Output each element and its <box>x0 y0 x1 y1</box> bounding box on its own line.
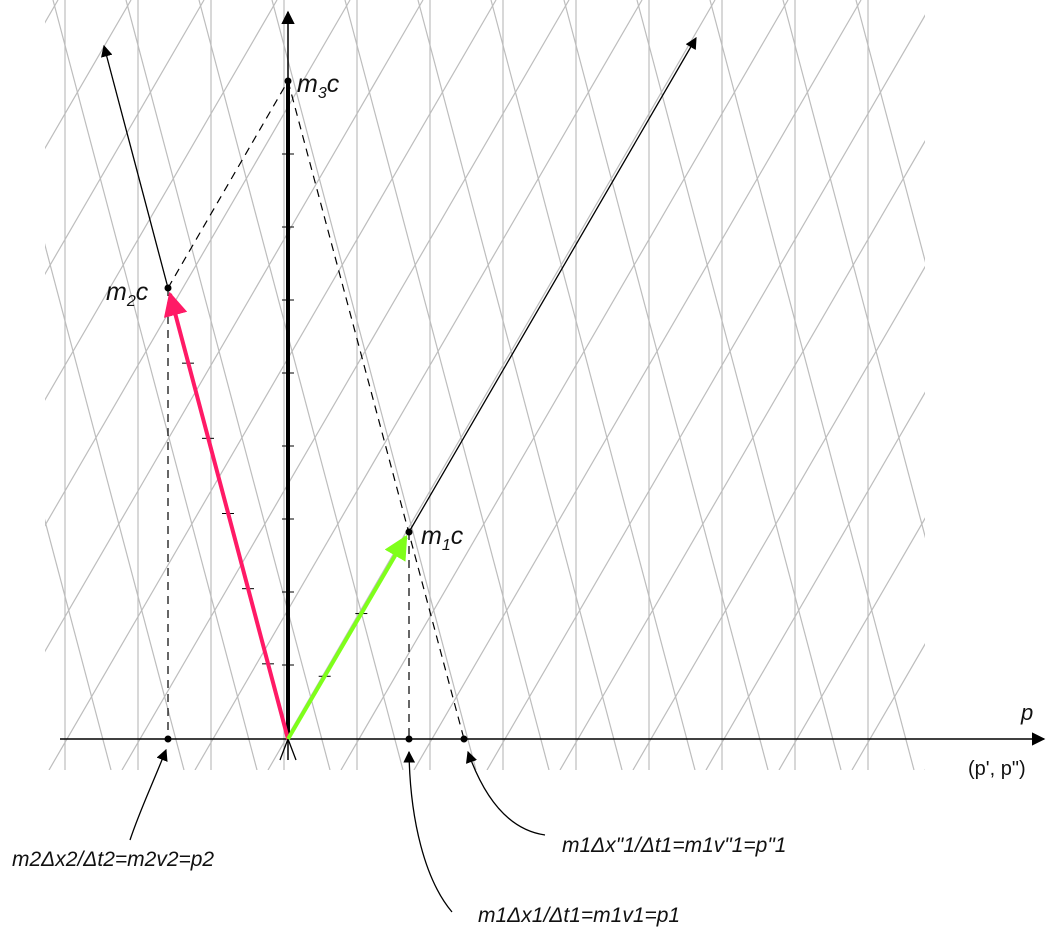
grid-oblique-line <box>198 0 404 770</box>
dashed-m3-to-p1dd <box>287 80 465 740</box>
grid-oblique-line <box>924 768 925 770</box>
grid-oblique-line <box>52 0 258 770</box>
grid-oblique-line <box>1002 0 1060 770</box>
label-m1c: m1c <box>421 522 464 554</box>
m1-vector <box>286 534 408 741</box>
label-m3c: m3c <box>297 70 340 102</box>
grid-oblique-line <box>413 0 862 770</box>
label-m2c: m2c <box>106 278 149 310</box>
construction-lines <box>167 80 465 740</box>
grid-oblique-line <box>998 0 1060 770</box>
grid-oblique-line <box>271 0 477 770</box>
grid-oblique-line <box>705 391 925 770</box>
grid-oblique-line <box>782 0 925 539</box>
m2-worldline <box>101 44 169 289</box>
grid-oblique-line <box>45 518 112 770</box>
grid-oblique-line <box>559 140 925 770</box>
grid-oblique-line <box>632 265 925 770</box>
grid-oblique-line <box>0 0 38 770</box>
grid-oblique-line <box>344 0 550 770</box>
points <box>164 77 468 743</box>
m2-vector <box>163 291 290 740</box>
callout-arrows <box>129 748 546 913</box>
point-m3c <box>284 77 292 85</box>
grid-oblique-line <box>636 0 842 770</box>
point-m2c <box>164 284 172 292</box>
grid-oblique-line <box>855 0 925 263</box>
point-p2 <box>164 735 172 743</box>
grid-oblique-line <box>45 0 205 276</box>
grid-oblique-line <box>121 0 570 770</box>
grid-oblique-line <box>563 0 769 770</box>
grid-oblique-line <box>45 243 185 770</box>
callout-p1 <box>403 750 453 913</box>
grid-oblique-line <box>778 517 925 770</box>
annotation-p1-double-prime: m1Δx"1/Δt1=m1v"1=p"1 <box>562 834 786 857</box>
point-p1 <box>405 735 413 743</box>
grid-oblique-line <box>929 0 1060 770</box>
annotation-p2: m2Δx2/Δt2=m2v2=p2 <box>12 848 214 871</box>
grid-oblique-line <box>45 0 351 527</box>
grid-oblique-line <box>45 0 59 24</box>
p-axis-label: p <box>1020 700 1033 725</box>
callout-p2 <box>129 748 168 841</box>
grid-oblique-line <box>417 0 623 770</box>
background-grid <box>0 0 1060 770</box>
callout-p1dd <box>466 750 546 836</box>
grid-oblique-line <box>48 0 497 770</box>
grid-oblique-line <box>267 0 716 770</box>
annotation-p1: m1Δx1/Δt1=m1v1=p1 <box>478 904 680 927</box>
grid-oblique-line <box>45 0 132 150</box>
grid-oblique-line <box>340 0 789 770</box>
p-axis-alt-label: (p', p") <box>968 758 1026 780</box>
grid-oblique-line <box>125 0 331 770</box>
grid-oblique-line <box>45 0 424 653</box>
dashed-m2-to-m3 <box>167 80 289 289</box>
point-p1-double-prime <box>460 735 468 743</box>
m1-worldline <box>408 36 697 533</box>
grid-oblique-line <box>45 0 278 401</box>
grid-oblique-line <box>490 0 696 770</box>
grid-oblique-line <box>486 14 925 770</box>
grid-oblique-line <box>709 0 915 770</box>
point-m1c <box>405 528 413 536</box>
grid-oblique-line <box>194 0 643 770</box>
